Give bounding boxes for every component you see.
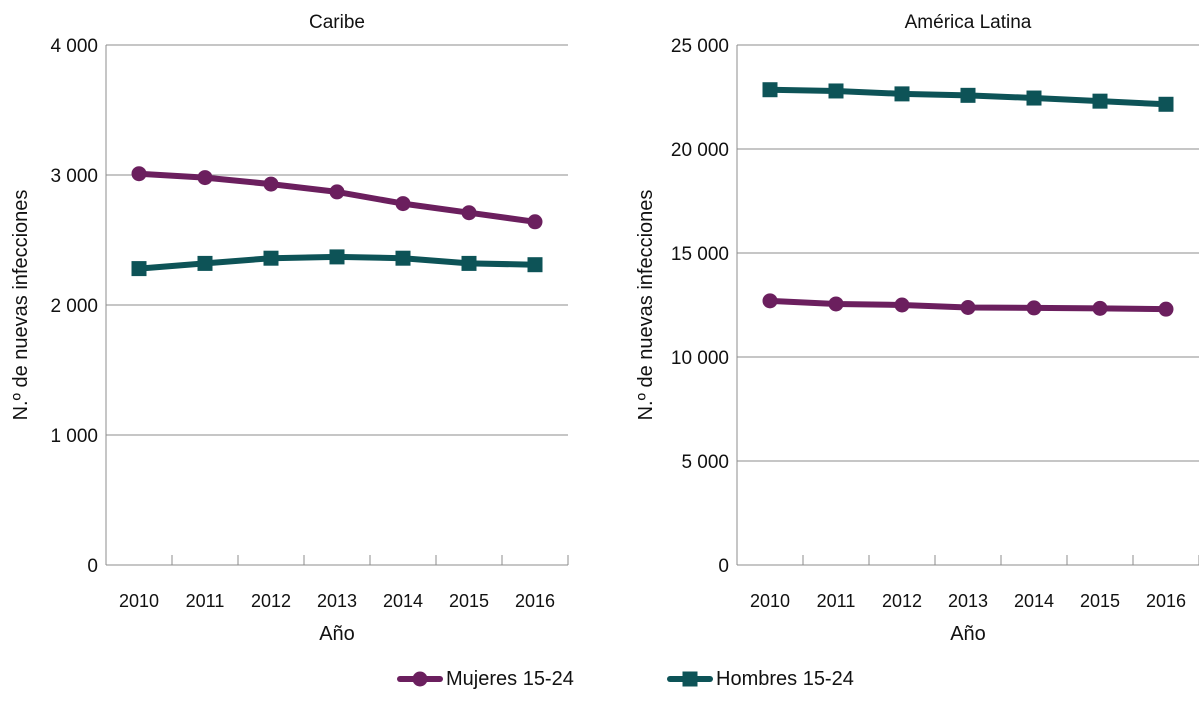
data-point-hombres [263,250,279,266]
y-tick-label: 25 000 [671,36,729,57]
data-point-hombres [527,257,543,273]
y-tick-label: 3 000 [50,166,98,187]
y-tick-label: 20 000 [671,140,729,161]
data-point-mujeres [329,184,345,200]
data-point-mujeres [1158,301,1174,317]
x-tick-label: 2014 [383,591,423,611]
chart-title: América Latina [905,12,1032,33]
data-point-hombres [329,249,345,265]
x-tick-label: 2015 [449,591,489,611]
y-tick-label: 4 000 [50,36,98,57]
x-axis-label: Año [319,623,355,645]
data-point-mujeres [1092,300,1108,316]
data-point-mujeres [461,205,477,221]
data-point-hombres [1026,90,1042,106]
data-point-hombres [131,261,147,277]
x-tick-label: 2013 [948,591,988,611]
data-point-mujeres [894,297,910,313]
y-tick-label: 5 000 [681,452,729,473]
x-tick-label: 2015 [1080,591,1120,611]
data-point-mujeres [263,176,279,192]
y-tick-label: 2 000 [50,296,98,317]
chart-panel-1: 0 1 000 2 000 3 000 4 000 2010 2011 2012 2013 201… [10,12,569,645]
data-point-hombres [828,83,844,99]
data-point-mujeres [762,293,778,309]
data-point-mujeres [960,299,976,315]
data-point-hombres [461,255,477,271]
data-point-hombres [960,87,976,103]
data-point-mujeres [197,170,213,186]
chart-title: Caribe [309,12,365,33]
data-point-mujeres [1026,300,1042,316]
x-axis-label: Año [950,623,986,645]
y-axis-label: N.º de nuevas infecciones [635,190,657,421]
x-tick-label: 2011 [186,591,225,611]
x-tick-label: 2012 [251,591,291,611]
data-point-hombres [762,82,778,98]
y-tick-label: 0 [87,556,98,577]
x-tick-label: 2011 [817,591,856,611]
data-point-mujeres [395,196,411,212]
legend-label: Hombres 15-24 [716,668,854,690]
data-point-mujeres [527,214,543,230]
legend-label: Mujeres 15-24 [446,668,574,690]
legend-item: Hombres 15-24 [667,668,854,690]
legend: Mujeres 15-24 Hombres 15-24 [397,668,854,690]
x-tick-label: 2016 [515,591,555,611]
data-point-mujeres [131,166,147,182]
legend-marker-square [682,671,698,687]
y-tick-label: 1 000 [50,426,98,447]
x-tick-label: 2010 [750,591,790,611]
x-tick-label: 2014 [1014,591,1054,611]
y-axis-label: N.º de nuevas infecciones [10,190,32,421]
data-point-hombres [395,250,411,266]
data-point-mujeres [828,296,844,312]
legend-item: Mujeres 15-24 [397,668,574,690]
y-tick-label: 10 000 [671,348,729,369]
data-point-hombres [1158,96,1174,112]
legend-marker-circle [412,671,428,687]
data-point-hombres [1092,93,1108,109]
x-tick-label: 2010 [119,591,159,611]
data-point-hombres [894,86,910,102]
x-tick-label: 2016 [1146,591,1186,611]
x-tick-label: 2013 [317,591,357,611]
chart-panel-2: 0 5 000 10 000 15 000 20 000 25 000 2010 2011 20… [635,12,1199,645]
y-tick-label: 0 [718,556,729,577]
data-point-hombres [197,255,213,271]
x-tick-label: 2012 [882,591,922,611]
y-tick-label: 15 000 [671,244,729,265]
